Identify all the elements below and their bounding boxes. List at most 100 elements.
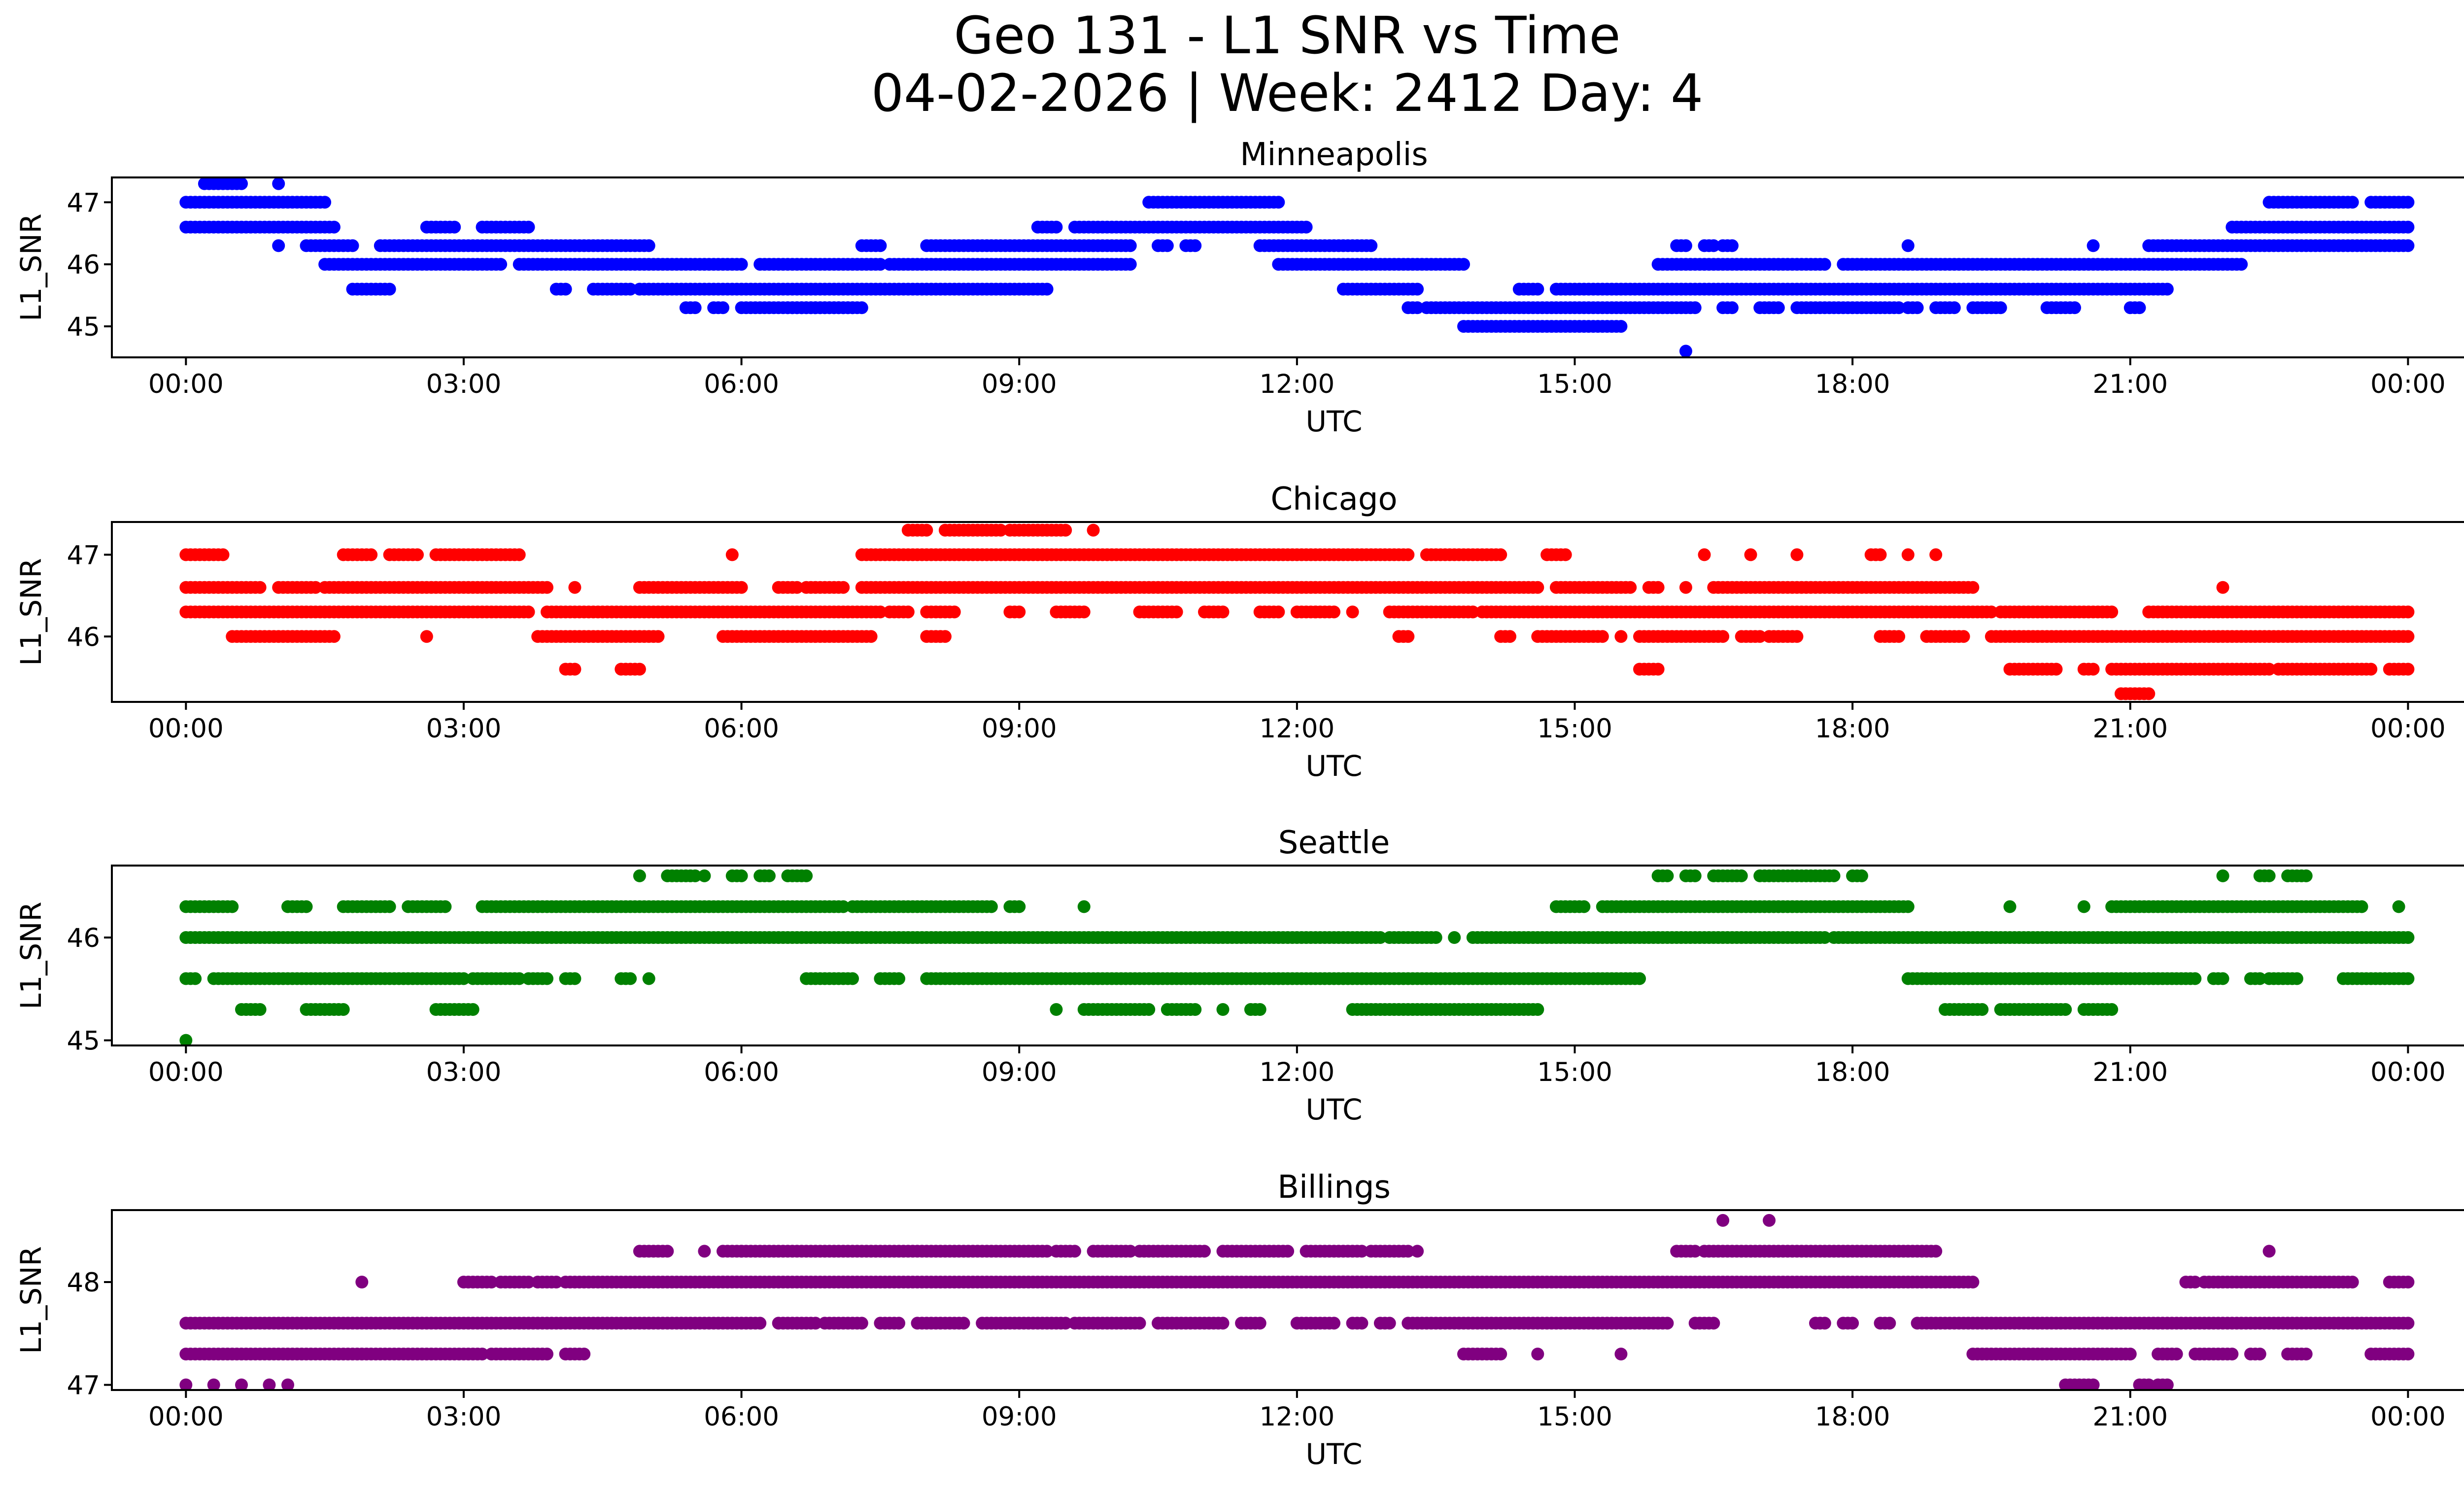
data-point — [420, 630, 433, 643]
data-point — [541, 581, 553, 594]
data-point — [1651, 581, 1665, 594]
data-point — [1411, 1245, 1424, 1258]
data-point — [1216, 1003, 1230, 1016]
data-point — [522, 220, 535, 234]
data-point — [1688, 869, 1702, 882]
data-point — [1300, 220, 1313, 234]
data-point — [1901, 239, 1915, 252]
x-tick-label: 00:00 — [148, 1057, 224, 1087]
data-point — [522, 605, 535, 619]
y-tick-label: 46 — [67, 622, 100, 652]
y-axis-label: L1_SNR — [14, 213, 48, 321]
data-point — [2077, 900, 2090, 913]
data-point — [1383, 1317, 1396, 1330]
data-point — [2262, 869, 2276, 882]
data-point — [568, 662, 582, 676]
plot-frame — [111, 521, 2464, 703]
data-point — [948, 605, 961, 619]
data-point — [874, 239, 887, 252]
data-point — [809, 1317, 822, 1330]
x-axis-label: UTC — [1306, 1093, 1363, 1126]
data-point — [1328, 605, 1340, 619]
data-point — [1966, 1276, 1980, 1288]
data-point — [1929, 548, 1943, 561]
x-tick-label: 21:00 — [2092, 1057, 2168, 1087]
data-point — [494, 258, 508, 271]
data-point — [300, 900, 313, 913]
data-point — [1189, 239, 1202, 252]
data-point — [2105, 1003, 2119, 1016]
data-point — [874, 605, 887, 619]
data-point — [762, 869, 776, 882]
data-point — [559, 282, 572, 296]
data-point — [1272, 605, 1285, 619]
data-point — [1355, 1245, 1369, 1258]
data-point — [485, 1276, 498, 1288]
data-point — [1402, 548, 1415, 561]
data-point — [2401, 239, 2415, 252]
data-point — [957, 1317, 970, 1330]
data-point — [901, 605, 915, 619]
data-point — [1661, 1317, 1674, 1330]
data-point — [272, 177, 285, 190]
data-point — [549, 1276, 563, 1288]
data-point — [1124, 1245, 1137, 1258]
data-point — [466, 1003, 479, 1016]
data-point — [1679, 581, 1692, 594]
data-point — [1744, 548, 1757, 561]
data-point — [2216, 581, 2229, 594]
data-point — [235, 177, 248, 190]
data-point — [1272, 196, 1285, 209]
data-point — [651, 630, 665, 643]
x-axis-label: UTC — [1306, 749, 1363, 783]
data-point — [1966, 581, 1980, 594]
data-point — [568, 972, 582, 985]
x-tick-label: 09:00 — [982, 369, 1057, 399]
data-point — [2262, 662, 2276, 676]
x-tick-label: 03:00 — [426, 369, 502, 399]
data-point — [2401, 1276, 2415, 1288]
data-point — [1763, 1214, 1776, 1227]
data-point — [2401, 972, 2415, 985]
data-point — [2216, 972, 2229, 985]
data-point — [309, 581, 322, 594]
data-point — [1411, 282, 1424, 296]
data-point — [753, 1317, 767, 1330]
data-point — [624, 972, 637, 985]
data-point — [1596, 630, 1609, 643]
data-point — [1077, 605, 1091, 619]
data-point — [327, 220, 341, 234]
subplot-title: Chicago — [1270, 481, 1397, 518]
data-point — [411, 548, 424, 561]
data-point — [846, 972, 859, 985]
data-point — [253, 581, 267, 594]
data-point — [1790, 548, 1804, 561]
x-tick-label: 00:00 — [148, 714, 224, 744]
data-point — [874, 258, 887, 271]
data-point — [2401, 220, 2415, 234]
data-point — [1504, 630, 1516, 643]
data-point — [1429, 931, 1442, 944]
data-point — [2087, 662, 2100, 676]
data-point — [1466, 605, 1479, 619]
data-point — [2068, 301, 2081, 314]
data-point — [735, 258, 748, 271]
data-point — [1679, 239, 1692, 252]
data-point — [2216, 869, 2229, 882]
data-point — [1929, 1245, 1943, 1258]
figure-title-line2: 04-02-2026 | Week: 2412 Day: 4 — [871, 63, 1703, 123]
data-point — [1216, 605, 1230, 619]
data-point — [698, 1245, 711, 1258]
y-tick-label: 45 — [67, 1026, 100, 1056]
data-series — [179, 869, 2415, 1045]
data-point — [1077, 900, 1091, 913]
data-point — [994, 523, 1007, 537]
data-point — [346, 239, 359, 252]
data-point — [1901, 900, 1915, 913]
data-point — [1059, 1317, 1072, 1330]
data-point — [1040, 1245, 1054, 1258]
y-tick-label: 45 — [67, 312, 100, 342]
x-tick-label: 12:00 — [1259, 369, 1335, 399]
